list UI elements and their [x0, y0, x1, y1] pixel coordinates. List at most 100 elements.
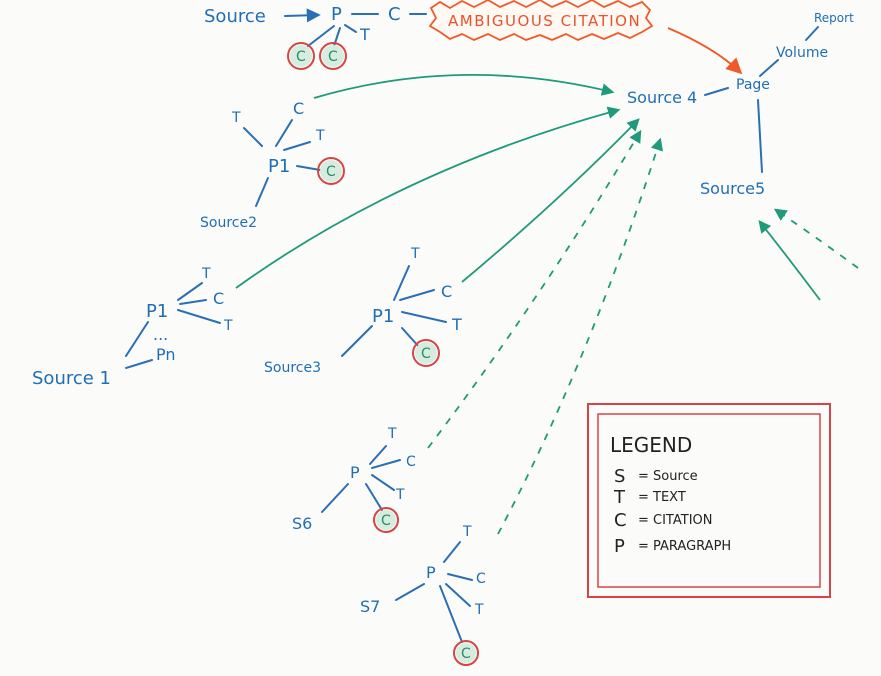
s7-cit-label: C [461, 646, 471, 662]
s1-edge-c [179, 299, 207, 305]
s7-edge-c [447, 573, 473, 581]
legend-title: LEGEND [610, 433, 692, 457]
s1-edge-p1 [125, 321, 149, 357]
source2-tree: T C T P1 C Source2 [200, 74, 615, 231]
s6-to-source4-arrow [427, 129, 642, 449]
page-volume-edge [759, 59, 779, 77]
s2-edge-t2 [283, 141, 311, 151]
source5-dashed-arrow [773, 208, 859, 269]
report-label: Report [814, 11, 854, 25]
s1-t-label: T [201, 266, 211, 282]
s2-cit-label: C [326, 164, 336, 180]
s7-c-label: C [476, 571, 486, 587]
s3-edge-t [393, 265, 410, 301]
top-source-label: Source [204, 6, 266, 27]
s1-edge-t2 [177, 309, 221, 324]
s2-edge-t [243, 127, 263, 147]
legend-outer-border [587, 403, 831, 598]
s3-edge-c [399, 289, 435, 301]
s2-edge-source [255, 177, 269, 207]
s7-to-source4-arrow [497, 137, 663, 535]
page-source5-edge [757, 99, 763, 173]
top-t-label: T [359, 25, 370, 44]
s1-dots: ... [153, 325, 168, 344]
s2-to-source4-arrow [313, 74, 615, 99]
s1-t2-label: T [223, 318, 233, 334]
right-cluster: Source 4 Page Volume Report Source5 [627, 11, 859, 301]
source4-page-edge [704, 87, 729, 96]
s2-edge-cit [296, 165, 321, 171]
s7-p-label: P [426, 563, 436, 582]
s1-p1-label: P1 [146, 301, 168, 322]
s3-cit-label: C [421, 346, 431, 362]
ambiguous-citation: AMBIGUOUS CITATION [428, 0, 743, 75]
s3-c-label: C [441, 282, 452, 301]
s1-edge-t [177, 282, 203, 301]
s3-t2-label: T [451, 315, 462, 334]
s6-source-label: S6 [292, 514, 312, 533]
source1-tree: T C T P1 ... Pn Source 1 [32, 106, 621, 389]
s6-edge-c [371, 459, 401, 469]
top-p-label: P [331, 4, 342, 25]
s7-edge-cit [439, 585, 463, 643]
top-c-label: C [388, 4, 401, 25]
top-tree: Source P C T C C [204, 4, 427, 70]
top-cit1-label: C [296, 49, 306, 65]
top-cit2-circle [319, 42, 347, 70]
s7-tree: T C T P C S7 [360, 137, 663, 666]
s3-edge-source [341, 325, 373, 357]
s1-c-label: C [213, 289, 224, 308]
s6-edge-source [321, 483, 349, 513]
s6-edge-cit [365, 483, 383, 511]
s3-t-label: T [410, 246, 420, 262]
legend-key-t: T [613, 487, 626, 508]
s1-source-label: Source 1 [32, 368, 111, 389]
s2-source-label: Source2 [200, 215, 257, 231]
s2-edge-c [275, 119, 293, 147]
source5-label: Source5 [700, 179, 765, 198]
s6-t2-label: T [395, 487, 405, 503]
legend-key-p: P [614, 536, 625, 557]
s2-p1-label: P1 [268, 156, 290, 177]
volume-report-edge [805, 26, 819, 41]
s6-c-label: C [406, 454, 416, 470]
s7-edge-t [443, 541, 461, 563]
volume-label: Volume [776, 45, 828, 61]
source5-solid-arrow [758, 220, 821, 301]
s7-t-label: T [462, 524, 472, 540]
s2-t2-label: T [315, 128, 325, 144]
legend-value-s: = Source [638, 469, 698, 484]
s3-cit-circle [412, 339, 440, 367]
top-cit1-circle [287, 42, 315, 70]
s7-cit-circle [453, 640, 479, 666]
s6-edge-t2 [371, 474, 395, 491]
source3-tree: T C T P1 C Source3 [264, 118, 640, 376]
s2-c-label: C [293, 99, 304, 118]
s1-edge-pn [125, 359, 153, 369]
legend-key-c: C [614, 510, 627, 531]
s7-t2-label: T [474, 602, 484, 618]
s3-to-source4-arrow [461, 118, 640, 283]
s2-cit-circle [317, 157, 345, 185]
legend-value-t: = TEXT [638, 490, 686, 505]
s1-pn-label: Pn [156, 345, 176, 364]
ambiguous-label: AMBIGUOUS CITATION [448, 12, 641, 30]
s6-t-label: T [387, 426, 397, 442]
legend-value-c: = CITATION [638, 513, 712, 528]
s2-t-label: T [231, 110, 241, 126]
s6-tree: T C T P C S6 [292, 129, 642, 533]
s1-to-source4-arrow [235, 106, 621, 289]
legend: LEGEND S = Source T = TEXT C = CITATION … [587, 403, 831, 598]
s3-edge-t2 [401, 311, 447, 323]
top-source-arrow [284, 8, 321, 23]
s3-p1-label: P1 [372, 306, 394, 327]
s6-p-label: P [350, 463, 360, 482]
s7-source-label: S7 [360, 597, 380, 616]
s6-cit-circle [373, 507, 399, 533]
ambiguous-burst-shape [428, 0, 654, 41]
legend-value-p: = PARAGRAPH [638, 539, 731, 554]
s6-cit-label: C [381, 513, 391, 529]
ambiguous-arrow [667, 27, 743, 75]
